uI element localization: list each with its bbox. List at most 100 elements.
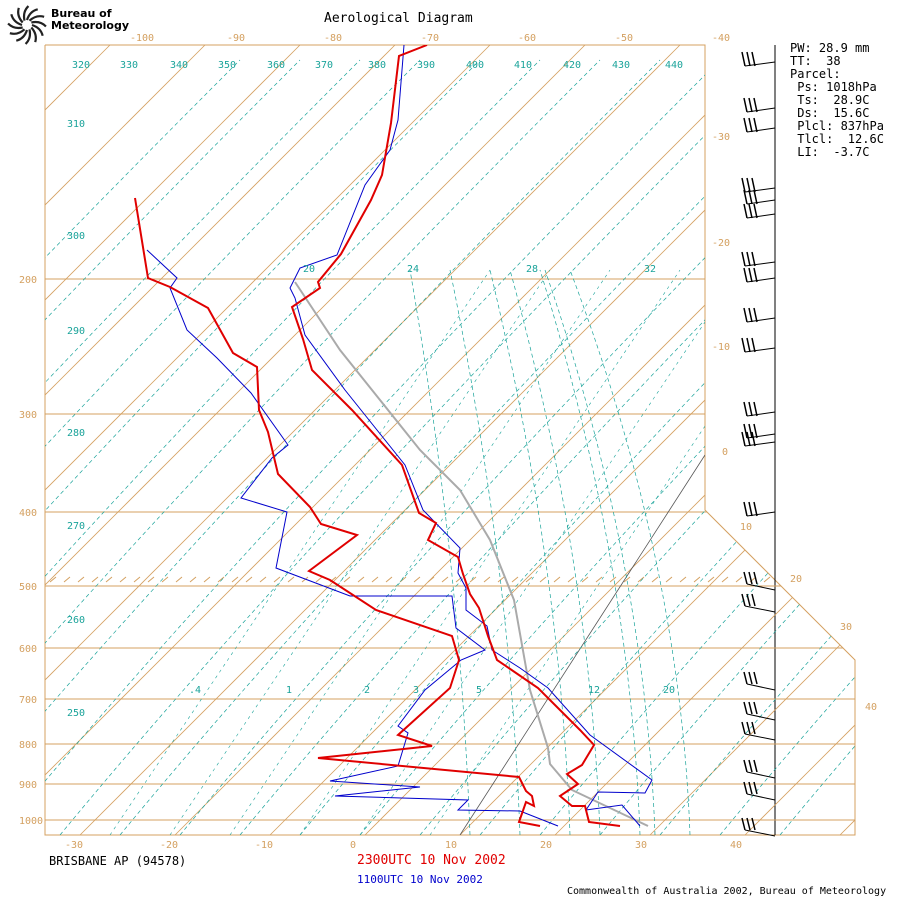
- barb-flag: [746, 817, 751, 831]
- barb-shaft: [744, 605, 776, 613]
- hatch-mark: [511, 576, 519, 583]
- mixing-ratio-label: 1: [286, 685, 292, 696]
- hatch-mark: [175, 576, 183, 583]
- indices-panel: PW: 28.9 mm TT: 38 Parcel: Ps: 1018hPa Ts:…: [790, 42, 884, 159]
- logo-swirl: [15, 29, 29, 42]
- hatch-mark: [469, 576, 477, 583]
- wind-barb: [743, 203, 776, 219]
- hatch-mark: [371, 576, 379, 583]
- theta-label: 370: [315, 60, 333, 71]
- secondary-temperature-line: [146, 249, 559, 827]
- wind-barb: [743, 571, 776, 591]
- hatch-mark: [217, 576, 225, 583]
- hatch-mark: [385, 576, 393, 583]
- logo-swirl: [30, 26, 37, 43]
- barb-flag: [753, 781, 758, 795]
- wind-barb: [743, 781, 776, 801]
- hatch-mark: [637, 576, 645, 583]
- hatch-mark: [707, 576, 715, 583]
- top-temp-label: -100: [130, 33, 154, 44]
- logo-swirl: [28, 15, 45, 22]
- hatch-mark: [203, 576, 211, 583]
- top-temp-label: -90: [227, 33, 245, 44]
- hatch-mark: [49, 576, 57, 583]
- theta-label: 440: [665, 60, 683, 71]
- isotherm: [45, 45, 491, 835]
- dry-adiabat: [45, 59, 721, 835]
- time-primary: 2300UTC 10 Nov 2002: [357, 853, 506, 868]
- dry-adiabat: [419, 59, 855, 835]
- barb-flag: [743, 701, 748, 715]
- hatch-mark: [553, 576, 561, 583]
- isotherm: [45, 45, 776, 835]
- hatch-mark: [497, 576, 505, 583]
- barb-flag: [746, 51, 751, 67]
- barb-flag: [743, 671, 748, 685]
- logo-swirl: [17, 7, 24, 24]
- moist-adiabat: [409, 269, 471, 835]
- dry-adiabat: [179, 59, 855, 835]
- secondary-dewpoint-line: [289, 45, 653, 827]
- wind-barb: [743, 401, 776, 417]
- time-secondary: 1100UTC 10 Nov 2002: [357, 873, 483, 886]
- barb-flag: [743, 117, 748, 133]
- hatch-mark: [105, 576, 113, 583]
- dry-adiabat: [719, 59, 855, 835]
- barb-flag: [753, 701, 758, 715]
- theta-label: 260: [67, 615, 85, 626]
- barb-flag: [741, 251, 746, 267]
- hatch-mark: [609, 576, 617, 583]
- pressure-label: 800: [19, 740, 37, 751]
- hatch-mark: [413, 576, 421, 583]
- isotherm: [649, 45, 855, 835]
- theta-label: 420: [563, 60, 581, 71]
- logo-swirl: [22, 5, 30, 21]
- wind-barb: [743, 307, 776, 323]
- hatch-mark: [91, 576, 99, 583]
- pressure-label: 900: [19, 780, 37, 791]
- primary-dewpoint-line: [134, 197, 541, 827]
- mixing-ratio-label: 12: [588, 685, 600, 696]
- dry-adiabat: [45, 59, 421, 835]
- barb-flag: [746, 337, 751, 353]
- hatch-mark: [623, 576, 631, 583]
- barb-flag: [748, 501, 753, 517]
- mixing-ratio-label: 32: [644, 264, 656, 275]
- barb-flag: [753, 117, 758, 133]
- barb-flag: [753, 307, 758, 323]
- pressure-label: 600: [19, 644, 37, 655]
- moist-adiabat: [544, 269, 656, 835]
- mixing-ratio-line: [429, 269, 811, 835]
- dry-adiabat: [119, 59, 841, 835]
- pressure-label: 200: [19, 275, 37, 286]
- copyright: Commonwealth of Australia 2002, Bureau o…: [567, 886, 887, 897]
- theta-label: 310: [67, 119, 85, 130]
- barb-flag: [753, 501, 758, 517]
- barb-flag: [748, 671, 753, 685]
- hatch-mark: [581, 576, 589, 583]
- barb-flag: [743, 401, 748, 417]
- theta-label: 320: [72, 60, 90, 71]
- barb-shaft: [746, 683, 776, 691]
- barb-shaft: [746, 771, 776, 779]
- hatch-mark: [595, 576, 603, 583]
- bom-logo: [7, 5, 47, 45]
- mixing-ratio-label: 24: [407, 264, 419, 275]
- barb-flag: [743, 97, 748, 113]
- theta-label: 430: [612, 60, 630, 71]
- wind-barb: [743, 759, 776, 779]
- mixing-ratio-label: 28: [526, 264, 538, 275]
- hatch-mark: [357, 576, 365, 583]
- dry-adiabat: [359, 59, 855, 835]
- barb-flag: [743, 781, 748, 795]
- barb-flag: [753, 759, 758, 773]
- moist-adiabat: [569, 269, 691, 835]
- wind-barb: [741, 177, 776, 193]
- theta-label: 350: [218, 60, 236, 71]
- parcel-curve: [294, 281, 649, 827]
- isotherm: [459, 45, 855, 835]
- right-temp-label: -20: [712, 238, 730, 249]
- mixing-ratio-line: [299, 269, 681, 835]
